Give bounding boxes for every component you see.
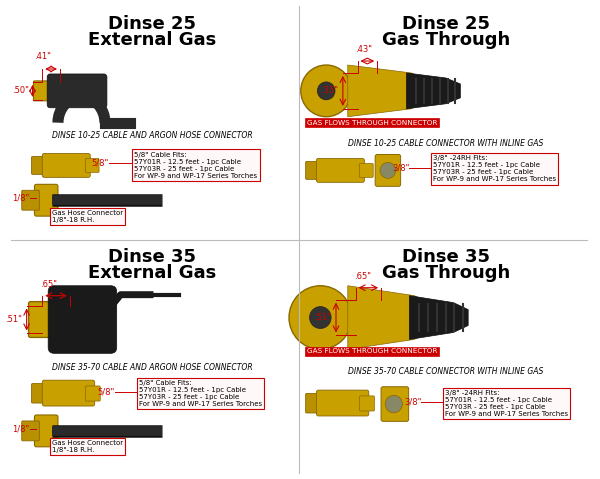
FancyBboxPatch shape <box>29 302 60 337</box>
Text: 5/8" Cable Fits:
57Y01R - 12.5 feet - 1pc Cable
57Y03R - 25 feet - 1pc Cable
For: 5/8" Cable Fits: 57Y01R - 12.5 feet - 1p… <box>139 380 262 407</box>
Text: Gas Through: Gas Through <box>382 31 510 49</box>
Text: Gas Through: Gas Through <box>382 264 510 282</box>
FancyBboxPatch shape <box>85 159 99 172</box>
FancyBboxPatch shape <box>316 390 369 416</box>
Text: DINSE 35-70 CABLE CONNECTOR WITH INLINE GAS: DINSE 35-70 CABLE CONNECTOR WITH INLINE … <box>348 367 544 376</box>
Text: 3/8": 3/8" <box>404 398 421 407</box>
Text: DINSE 10-25 CABLE CONNECTOR WITH INLINE GAS: DINSE 10-25 CABLE CONNECTOR WITH INLINE … <box>348 138 544 148</box>
FancyBboxPatch shape <box>34 184 58 216</box>
Text: .65": .65" <box>353 272 371 281</box>
Text: GAS FLOWS THROUGH CONNECTOR: GAS FLOWS THROUGH CONNECTOR <box>307 348 437 354</box>
FancyBboxPatch shape <box>375 155 401 186</box>
FancyBboxPatch shape <box>305 161 322 179</box>
Circle shape <box>289 286 352 349</box>
Polygon shape <box>409 296 468 340</box>
Text: .41": .41" <box>34 52 52 61</box>
Circle shape <box>385 395 403 413</box>
Text: 5/8": 5/8" <box>92 159 109 168</box>
FancyBboxPatch shape <box>42 153 90 177</box>
Text: .35": .35" <box>321 86 338 95</box>
FancyBboxPatch shape <box>381 387 409 422</box>
FancyBboxPatch shape <box>316 159 364 182</box>
Text: .51": .51" <box>5 315 22 324</box>
Polygon shape <box>348 65 426 117</box>
Text: .65": .65" <box>40 280 58 289</box>
Text: GAS FLOWS THROUGH CONNECTOR: GAS FLOWS THROUGH CONNECTOR <box>307 120 437 125</box>
Circle shape <box>301 65 352 117</box>
Text: 3/8" -24RH Fits:
57Y01R - 12.5 feet - 1pc Cable
57Y03R - 25 feet - 1pc Cable
For: 3/8" -24RH Fits: 57Y01R - 12.5 feet - 1p… <box>433 156 556 182</box>
Text: 3/8" -24RH Fits:
57Y01R - 12.5 feet - 1pc Cable
57Y03R - 25 feet - 1pc Cable
For: 3/8" -24RH Fits: 57Y01R - 12.5 feet - 1p… <box>445 390 568 417</box>
Text: Gas Hose Connector
1/8"-18 R.H.: Gas Hose Connector 1/8"-18 R.H. <box>52 440 123 453</box>
FancyBboxPatch shape <box>305 394 323 413</box>
Text: 1/8": 1/8" <box>13 424 29 433</box>
Circle shape <box>310 307 331 329</box>
FancyBboxPatch shape <box>47 74 107 108</box>
FancyBboxPatch shape <box>32 384 49 403</box>
FancyBboxPatch shape <box>85 386 100 401</box>
Text: DINSE 10-25 CABLE AND ARGON HOSE CONNECTOR: DINSE 10-25 CABLE AND ARGON HOSE CONNECT… <box>52 131 252 140</box>
Text: Dinse 35: Dinse 35 <box>108 248 196 266</box>
Text: .43": .43" <box>356 45 373 54</box>
FancyBboxPatch shape <box>22 190 40 210</box>
Text: .50": .50" <box>12 86 29 95</box>
FancyBboxPatch shape <box>22 421 40 441</box>
Polygon shape <box>406 73 460 109</box>
FancyBboxPatch shape <box>42 380 95 406</box>
Polygon shape <box>348 286 432 349</box>
Text: Dinse 25: Dinse 25 <box>401 15 490 34</box>
FancyBboxPatch shape <box>34 81 53 101</box>
FancyBboxPatch shape <box>48 286 116 354</box>
FancyBboxPatch shape <box>359 396 374 411</box>
Text: Dinse 25: Dinse 25 <box>108 15 196 34</box>
Text: 5/8" Cable Fits:
57Y01R - 12.5 feet - 1pc Cable
57Y03R - 25 feet - 1pc Cable
For: 5/8" Cable Fits: 57Y01R - 12.5 feet - 1p… <box>134 151 257 179</box>
Text: 5/8": 5/8" <box>97 388 115 397</box>
Text: 1/8": 1/8" <box>13 194 29 203</box>
Text: Gas Hose Connector
1/8"-18 R.H.: Gas Hose Connector 1/8"-18 R.H. <box>52 210 123 223</box>
Text: External Gas: External Gas <box>88 31 216 49</box>
Text: External Gas: External Gas <box>88 264 216 282</box>
FancyBboxPatch shape <box>32 157 47 174</box>
Text: Dinse 35: Dinse 35 <box>401 248 490 266</box>
Text: .51": .51" <box>314 313 331 322</box>
Text: 3/8": 3/8" <box>392 164 409 173</box>
Text: DINSE 35-70 CABLE AND ARGON HOSE CONNECTOR: DINSE 35-70 CABLE AND ARGON HOSE CONNECT… <box>52 363 252 372</box>
Circle shape <box>380 162 396 178</box>
Circle shape <box>317 82 335 100</box>
FancyBboxPatch shape <box>359 163 373 177</box>
FancyBboxPatch shape <box>34 415 58 447</box>
